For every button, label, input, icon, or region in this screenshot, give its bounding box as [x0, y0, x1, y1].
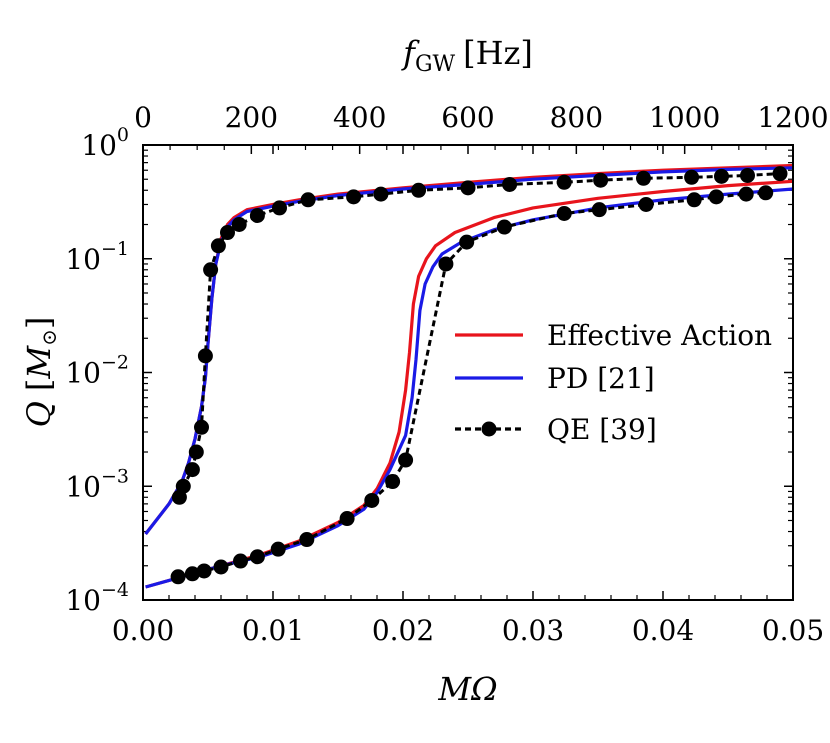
top-axis-title-unit: [Hz] — [463, 34, 533, 72]
x2-tick-label: 400 — [333, 101, 386, 134]
data-point — [398, 452, 414, 468]
data-point — [272, 200, 287, 216]
data-point — [170, 569, 186, 585]
data-point — [502, 176, 518, 192]
data-point — [556, 205, 572, 221]
data-point — [758, 185, 774, 201]
data-point — [460, 180, 476, 196]
series-line — [177, 191, 766, 579]
y-tick-label: 100 — [81, 124, 129, 162]
data-point — [411, 182, 427, 198]
y-tick-base: 10 — [65, 243, 101, 276]
data-point — [714, 168, 729, 184]
data-point — [175, 478, 191, 494]
data-point — [708, 189, 724, 205]
x-tick-label: 0.03 — [502, 614, 564, 647]
data-point — [188, 444, 204, 460]
x2-tick-label: 600 — [441, 101, 494, 134]
legend-label: PD [21] — [547, 362, 655, 395]
y-tick-exp: −3 — [101, 465, 129, 487]
y-axis-title-var: Q — [20, 401, 58, 427]
data-point — [203, 262, 219, 278]
y-tick-label: 10−3 — [65, 465, 129, 503]
data-point — [231, 217, 247, 233]
data-point — [738, 186, 754, 202]
data-point — [300, 192, 316, 208]
legend: Effective Action PD [21] QE [39] — [455, 319, 772, 446]
data-point — [496, 219, 512, 235]
data-point — [249, 549, 265, 565]
data-point — [197, 348, 213, 364]
x2-tick-label: 1000 — [649, 101, 720, 134]
data-point — [684, 169, 700, 185]
y-axis-title-unit: M — [20, 345, 58, 380]
y-tick-exp: −4 — [101, 579, 129, 601]
y-tick-base: 10 — [65, 470, 101, 503]
data-point — [210, 238, 226, 254]
data-point — [213, 559, 229, 575]
y-tick-base: 10 — [81, 129, 117, 162]
y-tick-base: 10 — [65, 584, 101, 617]
data-point — [196, 563, 212, 579]
y-tick-exp: −2 — [101, 352, 129, 374]
plot-frame — [142, 144, 794, 601]
data-point — [339, 511, 355, 527]
data-point — [593, 172, 609, 188]
legend-marker — [481, 421, 497, 437]
data-point — [346, 189, 362, 205]
legend-label: QE [39] — [547, 413, 657, 446]
data-point — [636, 170, 651, 186]
x-tick-label: 0.00 — [112, 614, 174, 647]
series-line — [144, 166, 793, 535]
data-point — [772, 166, 788, 182]
data-point — [740, 167, 755, 183]
data-point — [233, 553, 248, 569]
x2-tick-label: 0 — [134, 101, 152, 134]
legend-label: Effective Action — [547, 319, 772, 352]
data-point — [270, 541, 286, 557]
y-tick-exp: −1 — [101, 238, 129, 260]
data-point — [438, 256, 454, 272]
x-tick-label: 0.02 — [372, 614, 434, 647]
top-axis-title-sub: GW — [415, 52, 456, 77]
y-axis-title: Q[M⊙] — [20, 317, 61, 428]
data-point — [220, 225, 235, 241]
data-point — [299, 532, 315, 548]
x2-tick-label: 200 — [225, 101, 278, 134]
y-tick-exp: 0 — [117, 124, 129, 146]
data-point — [385, 474, 401, 490]
x-tick-label: 0.04 — [632, 614, 694, 647]
data-point — [364, 492, 380, 508]
data-point — [184, 566, 200, 582]
y-tick-label: 10−1 — [65, 238, 129, 276]
top-axis-title: fGW [Hz] — [401, 34, 533, 77]
series-2 — [170, 166, 788, 585]
data-point — [686, 192, 702, 208]
y-tick-label: 10−2 — [65, 352, 129, 390]
data-point — [638, 196, 654, 212]
y-tick-label: 10−4 — [65, 579, 129, 617]
y-tick-base: 10 — [65, 357, 101, 390]
x2-tick-label: 1200 — [757, 101, 828, 134]
data-point — [591, 202, 607, 218]
x-axis-title: MΩ — [437, 670, 497, 708]
data-point — [556, 174, 572, 190]
data-point — [194, 419, 209, 435]
data-point — [373, 186, 389, 202]
x-tick-label: 0.01 — [242, 614, 304, 647]
x2-tick-label: 800 — [550, 101, 603, 134]
data-point — [459, 234, 475, 250]
series-layer — [144, 163, 793, 589]
data-point — [249, 208, 265, 224]
x-tick-label: 0.05 — [762, 614, 824, 647]
data-point — [184, 462, 200, 478]
